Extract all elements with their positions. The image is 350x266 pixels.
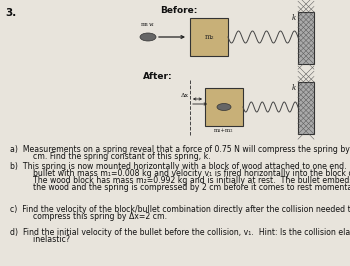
Text: compress this spring by Δx=2 cm.: compress this spring by Δx=2 cm. <box>18 212 167 221</box>
Text: Δx: Δx <box>181 93 189 98</box>
Bar <box>298 12 314 64</box>
Text: m₁: m₁ <box>141 22 149 27</box>
Bar <box>190 18 228 56</box>
Text: bullet with mass m₁=0.008 kg and velocity v₁ is fired horizontally into the bloc: bullet with mass m₁=0.008 kg and velocit… <box>18 169 350 178</box>
Ellipse shape <box>217 103 231 110</box>
Bar <box>205 88 243 126</box>
Text: cm. Find the spring constant of this spring, k.: cm. Find the spring constant of this spr… <box>18 152 211 161</box>
Text: v₁: v₁ <box>149 22 155 27</box>
Text: k: k <box>292 84 296 92</box>
Ellipse shape <box>140 33 156 41</box>
Text: m₁+m₂: m₁+m₂ <box>214 128 234 133</box>
Text: d)  Find the initial velocity of the bullet before the collision, v₁.  Hint: Is : d) Find the initial velocity of the bull… <box>10 228 350 237</box>
Text: the wood and the spring is compressed by 2 cm before it comes to rest momentaril: the wood and the spring is compressed by… <box>18 183 350 192</box>
Text: c)  Find the velocity of the block/bullet combination directly after the collisi: c) Find the velocity of the block/bullet… <box>10 205 350 214</box>
Text: inelastic?: inelastic? <box>18 235 70 244</box>
Text: k: k <box>292 14 296 22</box>
Text: Before:: Before: <box>160 6 197 15</box>
Bar <box>298 82 314 134</box>
Text: 3.: 3. <box>5 8 16 18</box>
Text: After:: After: <box>143 72 173 81</box>
Text: a)  Measurements on a spring reveal that a force of 0.75 N will compress the spr: a) Measurements on a spring reveal that … <box>10 145 350 154</box>
Text: The wood block has mass m₂=0.992 kg and is initially at rest.  The bullet embeds: The wood block has mass m₂=0.992 kg and … <box>18 176 350 185</box>
Text: b)  This spring is now mounted horizontally with a block of wood attached to one: b) This spring is now mounted horizontal… <box>10 162 350 171</box>
Text: m₂: m₂ <box>204 33 214 41</box>
